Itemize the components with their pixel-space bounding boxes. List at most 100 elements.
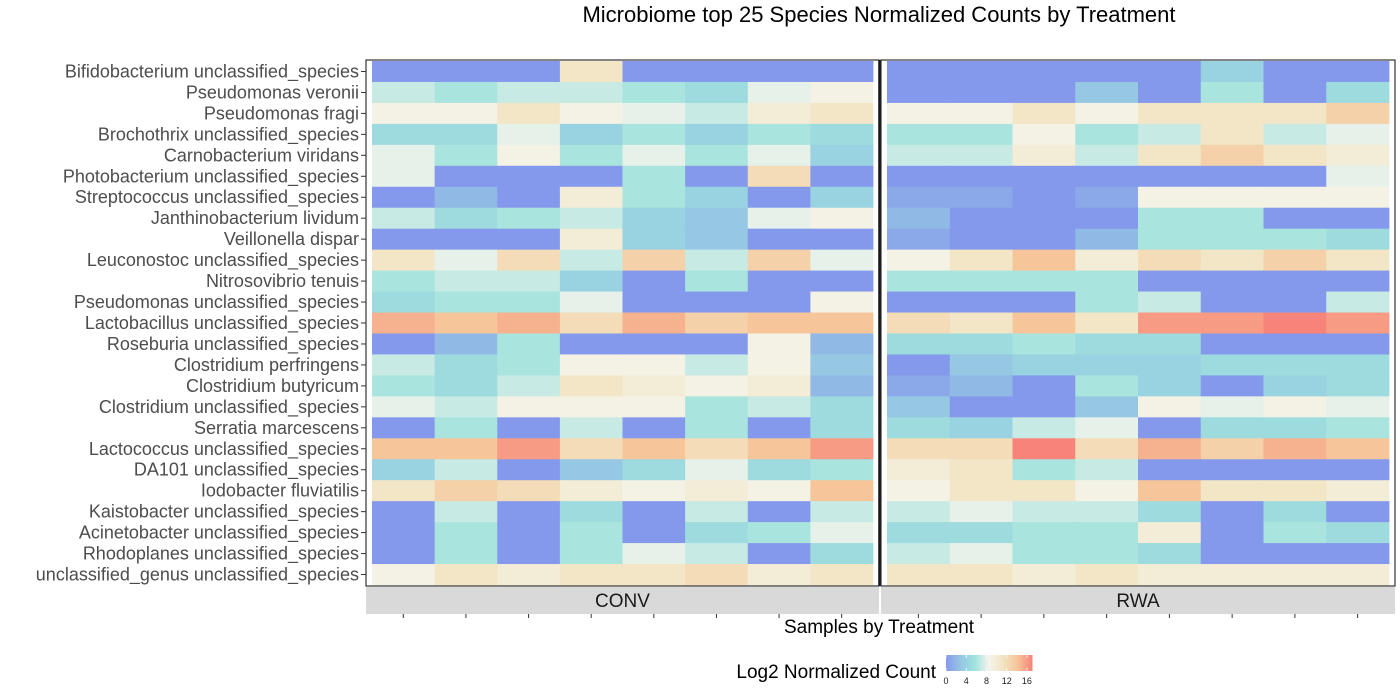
heatmap-cell [497,144,561,167]
heatmap-cell [887,81,951,104]
heatmap-cell [949,522,1013,544]
facet-label: RWA [1116,591,1160,612]
heatmap-cell [497,480,561,502]
heatmap-cell [685,207,749,230]
heatmap-cell [810,354,874,376]
heatmap-cell [372,333,436,355]
heatmap-cell [372,102,436,125]
heatmap-cell [1012,291,1076,313]
heatmap-cell [747,480,811,502]
heatmap-cell [1012,396,1076,418]
heatmap-cell [887,61,951,83]
heatmap-cell [559,207,623,230]
heatmap-cell [1012,564,1076,586]
heatmap-cell [372,543,436,565]
heatmap-cell [434,165,498,188]
heatmap-cell [949,396,1013,418]
heatmap-cell [1326,61,1390,83]
heatmap-cell [685,333,749,355]
heatmap-cell [559,396,623,418]
legend-color-segment [1024,655,1027,671]
heatmap-cell [497,291,561,313]
legend-color-segment [947,655,950,671]
heatmap-cell [1326,186,1390,209]
heatmap-cell [949,333,1013,355]
heatmap-cell [949,459,1013,481]
heatmap-cell [1012,333,1076,355]
heatmap-cell [949,480,1013,502]
y-tick-label: Pseudomonas veronii [186,82,359,102]
heatmap-cell [949,61,1013,83]
heatmap-cell [1138,81,1202,104]
heatmap-cell [747,270,811,292]
heatmap-cell [887,123,951,146]
heatmap-cell [1138,123,1202,146]
heatmap-cell [1200,186,1264,209]
legend-color-segment [984,655,987,671]
heatmap-cell [497,417,561,439]
heatmap-cell [372,501,436,523]
heatmap-cell [372,270,436,292]
legend-color-segment [977,655,980,671]
heatmap-cell [434,333,498,355]
heatmap-cell [1075,207,1139,230]
heatmap-cell [622,333,686,355]
heatmap-cell [1200,375,1264,397]
heatmap-cell [372,438,436,460]
heatmap-cell [685,102,749,125]
heatmap-cell [1075,459,1139,481]
heatmap-cell [1012,270,1076,292]
legend-tick-label: 8 [984,676,989,686]
legend-tick-label: 0 [943,676,948,686]
heatmap-cell [887,375,951,397]
heatmap-cell [1263,102,1327,125]
legend-color-segment [1000,655,1003,671]
heatmap-cell [1075,522,1139,544]
heatmap-cell [685,165,749,188]
heatmap-cell [685,564,749,586]
heatmap-cell [1263,375,1327,397]
heatmap-cell [1075,543,1139,565]
heatmap-cell [622,480,686,502]
legend-color-segment [1026,655,1029,671]
heatmap-cell [1075,144,1139,167]
heatmap-cell [372,61,436,83]
legend-color-segment [996,655,999,671]
heatmap-cell [497,207,561,230]
heatmap-cell [1012,207,1076,230]
legend-color-segment [999,655,1001,671]
heatmap-cell [747,501,811,523]
heatmap-cell [949,417,1013,439]
heatmap-cell [434,396,498,418]
heatmap-cell [1138,522,1202,544]
heatmap-cell [1138,270,1202,292]
heatmap-cell [887,291,951,313]
heatmap-cell [887,354,951,376]
heatmap-cell [559,102,623,125]
heatmap-cell [622,270,686,292]
heatmap-cell [810,396,874,418]
heatmap-cell [810,459,874,481]
legend-color-segment [980,655,983,671]
heatmap-cell [810,186,874,209]
heatmap-cell [1263,123,1327,146]
heatmap-cell [622,102,686,125]
heatmap-cell [1012,144,1076,167]
heatmap-cell [622,291,686,313]
heatmap-cell [434,102,498,125]
heatmap-cell [559,375,623,397]
legend-color-segment [974,655,977,671]
heatmap-cell [949,186,1013,209]
heatmap-cell [685,144,749,167]
legend-color-segment [1013,655,1016,671]
heatmap-cell [1263,81,1327,104]
heatmap-cell [1138,564,1202,586]
y-tick-label: Clostridium perfringens [174,355,359,375]
heatmap-cell [810,333,874,355]
heatmap-cell [1138,417,1202,439]
heatmap-cell [622,123,686,146]
heatmap-cell [685,396,749,418]
heatmap-cell [1138,480,1202,502]
y-tick-label: Carnobacterium viridans [164,145,359,165]
